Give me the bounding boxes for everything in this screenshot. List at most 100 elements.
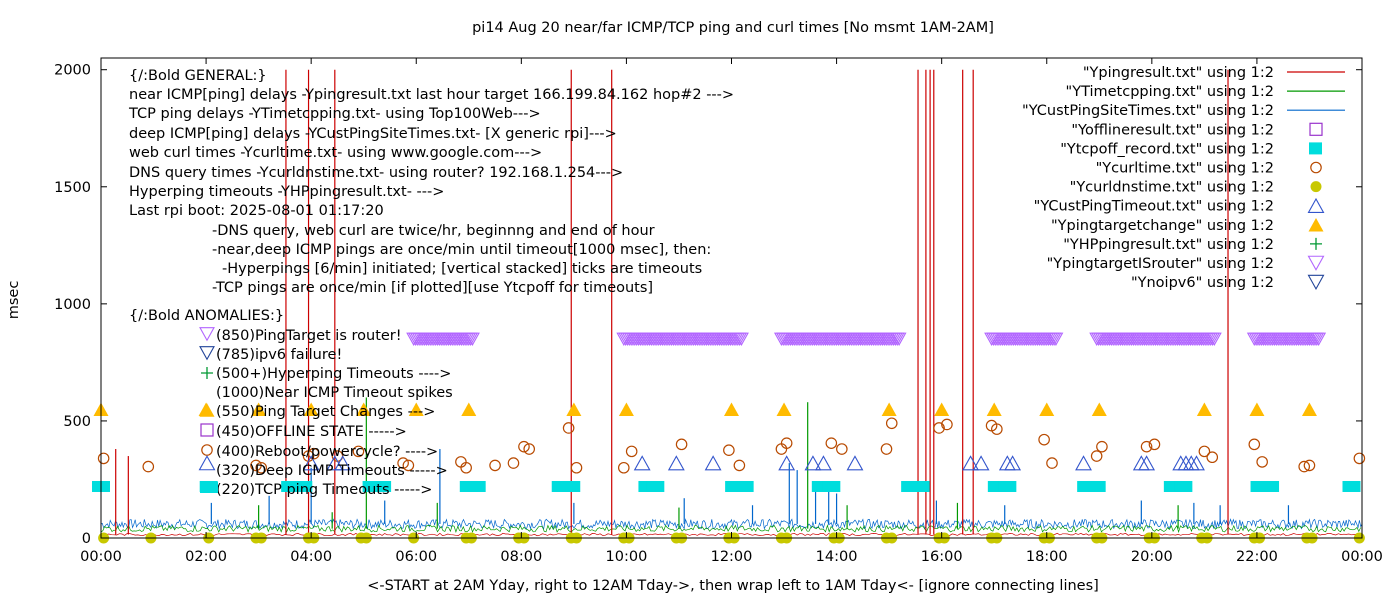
legend-label: "YTimetcpping.txt" using 1:2 bbox=[1066, 84, 1274, 100]
circle-marker bbox=[352, 445, 365, 458]
x-tick-label: 12:00 bbox=[711, 549, 753, 565]
plot-area bbox=[92, 69, 1366, 544]
square-marker bbox=[362, 480, 381, 492]
circle-marker bbox=[617, 461, 630, 474]
annotations: {/:Bold GENERAL:} near ICMP[ping] delays … bbox=[128, 68, 734, 498]
triangle-marker bbox=[776, 402, 792, 416]
circle-marker bbox=[1038, 433, 1050, 446]
square-marker bbox=[646, 480, 665, 492]
circle-marker bbox=[307, 447, 320, 460]
circle-marker bbox=[941, 418, 953, 431]
circle-marker bbox=[733, 459, 746, 472]
legend-label: "YHPpingresult.txt" using 1:2 bbox=[1063, 237, 1274, 253]
chart-title: pi14 Aug 20 near/far ICMP/TCP ping and c… bbox=[472, 20, 994, 36]
triangle-marker bbox=[1196, 402, 1212, 416]
square-marker bbox=[1342, 480, 1361, 492]
annotation-text: near ICMP[ping] delays -Ypingresult.txt … bbox=[129, 87, 734, 103]
triangle-marker bbox=[804, 455, 822, 471]
x-tick-label: 16:00 bbox=[921, 549, 963, 565]
circle-marker bbox=[507, 457, 520, 469]
triangle-marker bbox=[1177, 455, 1195, 471]
x-tick-label: 00:00 bbox=[80, 549, 122, 565]
annotation-text: deep ICMP[ping] delays -YCustPingSiteTim… bbox=[129, 126, 617, 142]
circle-marker bbox=[1248, 438, 1261, 451]
y-tick-label: 1500 bbox=[54, 180, 91, 196]
triangle-marker bbox=[724, 402, 739, 416]
circle-marker bbox=[1298, 460, 1311, 473]
triangle-marker bbox=[408, 402, 424, 416]
circle-marker bbox=[1256, 456, 1268, 468]
circle-marker bbox=[1310, 161, 1322, 174]
triangle-marker bbox=[199, 327, 215, 342]
annotation-text: Hyperping timeouts -YHPpingresult.txt- -… bbox=[129, 184, 444, 200]
annotation-text: {/:Bold GENERAL:} bbox=[129, 68, 267, 84]
circle-marker bbox=[625, 445, 638, 458]
legend-label: "YCustPingTimeout.txt" using 1:2 bbox=[1034, 199, 1274, 215]
triangle-marker bbox=[1249, 402, 1265, 416]
circle-marker bbox=[460, 461, 472, 474]
triangle-marker bbox=[1091, 402, 1107, 416]
legend-marker bbox=[1309, 142, 1322, 155]
annotation-text: -DNS query, web curl are twice/hr, begin… bbox=[212, 223, 655, 239]
circle-marker bbox=[142, 460, 155, 473]
square-marker bbox=[725, 480, 744, 492]
triangle-marker bbox=[198, 455, 216, 471]
square-marker bbox=[281, 480, 300, 492]
legend-label: "Ynoipv6" using 1:2 bbox=[1131, 275, 1274, 291]
triangle-marker bbox=[972, 455, 990, 471]
triangle-marker bbox=[334, 455, 352, 471]
triangle-marker bbox=[986, 402, 1002, 416]
y-axis-label: msec bbox=[6, 281, 22, 320]
triangle-marker bbox=[1132, 455, 1150, 471]
triangle-marker bbox=[1206, 332, 1222, 346]
square-glyph bbox=[200, 482, 218, 493]
triangle-marker bbox=[633, 455, 651, 471]
square-marker bbox=[1261, 480, 1280, 492]
legend-label: "Ytcpoff_record.txt" using 1:2 bbox=[1060, 141, 1274, 157]
triangle-marker bbox=[356, 402, 372, 416]
annotation-text: (1000)Near ICMP Timeout spikes bbox=[216, 385, 453, 401]
square-marker bbox=[562, 480, 581, 492]
x-tick-label: 20:00 bbox=[1131, 549, 1173, 565]
x-tick-label: 10:00 bbox=[606, 549, 648, 565]
triangle-marker bbox=[998, 455, 1016, 471]
circle-marker bbox=[836, 443, 848, 455]
legend-marker bbox=[1309, 122, 1323, 136]
y-tick-label: 2000 bbox=[54, 63, 91, 79]
circle-marker bbox=[675, 438, 688, 451]
circle-marker bbox=[1206, 451, 1219, 464]
square-glyph bbox=[200, 423, 214, 437]
y-tick-label: 500 bbox=[63, 414, 91, 430]
legend-label: "Yofflineresult.txt" using 1:2 bbox=[1071, 122, 1274, 138]
circle-marker bbox=[991, 423, 1003, 435]
triangle-marker bbox=[1075, 455, 1092, 471]
legend-label: "Ycurldnstime.txt" using 1:2 bbox=[1070, 180, 1274, 196]
annotation-text: DNS query times -Ycurldnstime.txt- using… bbox=[129, 165, 623, 181]
plus-glyph bbox=[201, 367, 213, 379]
x-tick-label: 18:00 bbox=[1026, 549, 1068, 565]
square-marker bbox=[822, 480, 841, 492]
annotation-text: Last rpi boot: 2025-08-01 01:17:20 bbox=[129, 203, 384, 219]
triangle-marker bbox=[1172, 455, 1190, 471]
triangle-marker bbox=[815, 455, 832, 471]
circle-marker bbox=[1090, 450, 1103, 462]
triangle-marker bbox=[303, 402, 319, 416]
triangle-marker bbox=[667, 455, 685, 471]
circle-marker bbox=[723, 444, 735, 456]
square-marker bbox=[811, 480, 830, 492]
circle-marker bbox=[1303, 459, 1316, 472]
legend-marker bbox=[1310, 237, 1322, 250]
circle-marker bbox=[1096, 440, 1108, 453]
annotation-text: (785)ipv6 failure! bbox=[216, 347, 342, 363]
circle-marker bbox=[1198, 445, 1211, 458]
triangle-marker bbox=[199, 346, 215, 361]
triangle-marker bbox=[934, 402, 950, 416]
annotation-text: TCP ping delays -YTimetcpping.txt- using… bbox=[128, 106, 541, 122]
square-marker bbox=[901, 480, 920, 492]
annotation-text: (320)Deep ICMP Timeouts -----> bbox=[216, 463, 448, 479]
circle-marker bbox=[880, 443, 893, 455]
square-marker bbox=[735, 480, 754, 492]
square-marker bbox=[1174, 480, 1193, 492]
triangle-marker bbox=[704, 455, 722, 471]
annotation-text: (400)Reboot/powercycle? ----> bbox=[216, 444, 438, 460]
